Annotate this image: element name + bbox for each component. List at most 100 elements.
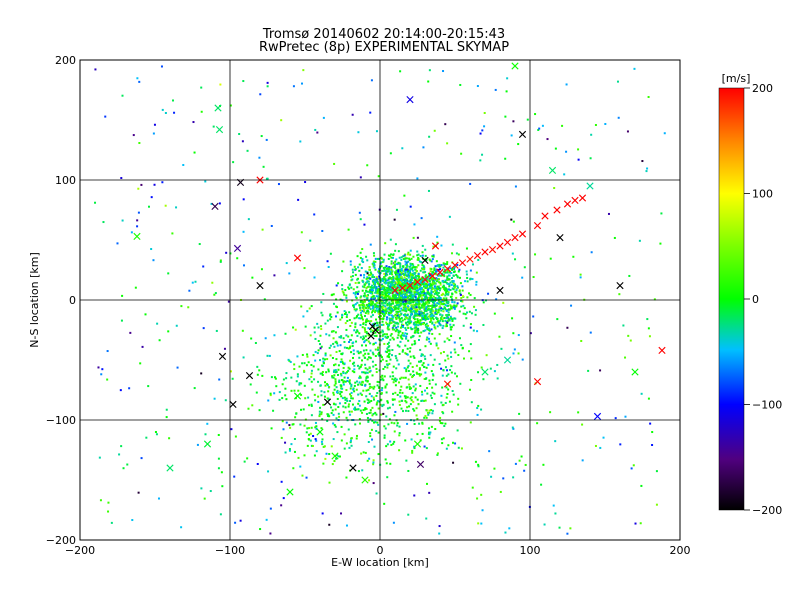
scatter-dot: [511, 426, 514, 429]
scatter-dot: [395, 318, 398, 321]
scatter-dot: [427, 80, 430, 83]
scatter-dot: [453, 266, 456, 269]
scatter-dot: [435, 289, 438, 292]
scatter-dot: [367, 440, 370, 443]
scatter-dot: [455, 291, 458, 294]
scatter-dot: [418, 293, 421, 296]
scatter-dot: [405, 261, 408, 264]
scatter-dot: [332, 438, 335, 441]
scatter-point: [166, 464, 174, 472]
scatter-dot: [317, 380, 320, 383]
scatter-dot: [428, 340, 431, 343]
scatter-dot: [388, 356, 391, 359]
scatter-dot: [362, 354, 365, 357]
scatter-dot: [367, 356, 370, 359]
scatter-dot: [429, 298, 432, 301]
scatter-dot: [390, 354, 393, 357]
scatter-dot: [372, 279, 375, 282]
scatter-dot: [447, 270, 450, 273]
scatter-dot: [335, 370, 338, 373]
scatter-dot: [563, 173, 566, 176]
scatter-dot: [390, 443, 393, 446]
scatter-dot: [372, 421, 375, 424]
scatter-dot: [369, 356, 372, 359]
scatter-dot: [414, 312, 417, 315]
scatter-dot: [362, 371, 365, 374]
scatter-dot: [440, 298, 443, 301]
scatter-dot: [454, 442, 457, 445]
scatter-dot: [342, 411, 345, 414]
scatter-dot: [344, 398, 347, 401]
scatter-dot: [409, 321, 412, 324]
scatter-dot: [577, 148, 580, 151]
scatter-dot: [367, 399, 370, 402]
scatter-dot: [466, 280, 469, 283]
scatter-dot: [418, 296, 421, 299]
scatter-dot: [577, 411, 580, 414]
scatter-dot: [436, 452, 439, 455]
scatter-dot: [396, 336, 399, 339]
scatter-dot: [407, 270, 410, 273]
scatter-dot: [389, 270, 392, 273]
scatter-dot: [299, 423, 302, 426]
scatter-dot: [340, 384, 343, 387]
scatter-dot: [456, 429, 459, 432]
scatter-dot: [384, 279, 387, 282]
scatter-dot: [390, 421, 393, 424]
scatter-dot: [325, 452, 328, 455]
scatter-dot: [418, 321, 421, 324]
scatter-dot: [353, 308, 356, 311]
scatter-dot: [300, 408, 303, 411]
scatter-dot: [349, 387, 352, 390]
scatter-dot: [419, 269, 422, 272]
scatter-dot: [374, 291, 377, 294]
scatter-dot: [219, 83, 222, 86]
scatter-dot: [120, 445, 123, 448]
scatter-dot: [176, 366, 179, 369]
scatter-dot: [456, 286, 459, 289]
scatter-dot: [435, 277, 438, 280]
scatter-dot: [238, 133, 241, 136]
scatter-dot: [366, 305, 369, 308]
scatter-dot: [565, 150, 568, 153]
scatter-dot: [427, 272, 430, 275]
scatter-dot: [447, 388, 450, 391]
scatter-dot: [465, 317, 468, 320]
scatter-dot: [340, 512, 343, 515]
scatter-dot: [297, 198, 300, 201]
scatter-dot: [377, 175, 380, 178]
scatter-dot: [387, 277, 390, 280]
scatter-dot: [401, 350, 404, 353]
scatter-dot: [408, 405, 411, 408]
scatter-dot: [445, 317, 448, 320]
scatter-point: [371, 326, 380, 334]
scatter-dot: [386, 267, 389, 270]
scatter-dot: [120, 319, 123, 322]
scatter-dot: [406, 253, 409, 256]
scatter-dot: [428, 285, 431, 288]
scatter-dot: [425, 447, 428, 450]
scatter-dot: [204, 180, 207, 183]
scatter-dot: [397, 282, 400, 285]
scatter-dot: [344, 289, 347, 292]
scatter-dot: [434, 289, 437, 292]
scatter-dot: [393, 266, 396, 269]
scatter-dot: [444, 366, 447, 369]
scatter-point: [658, 346, 666, 354]
scatter-dot: [393, 398, 396, 401]
scatter-dot: [410, 294, 413, 297]
scatter-dot: [374, 355, 377, 358]
scatter-dot: [435, 317, 438, 320]
scatter-dot: [481, 153, 484, 156]
scatter-dot: [321, 443, 324, 446]
scatter-dot: [289, 360, 292, 363]
scatter-dot: [336, 431, 339, 434]
scatter-dot: [424, 329, 427, 332]
scatter-dot: [410, 257, 413, 260]
scatter-dot: [483, 111, 486, 114]
scatter-dot: [428, 491, 431, 494]
scatter-dot: [399, 326, 402, 329]
scatter-dot: [432, 290, 435, 293]
scatter-dot: [395, 367, 398, 370]
